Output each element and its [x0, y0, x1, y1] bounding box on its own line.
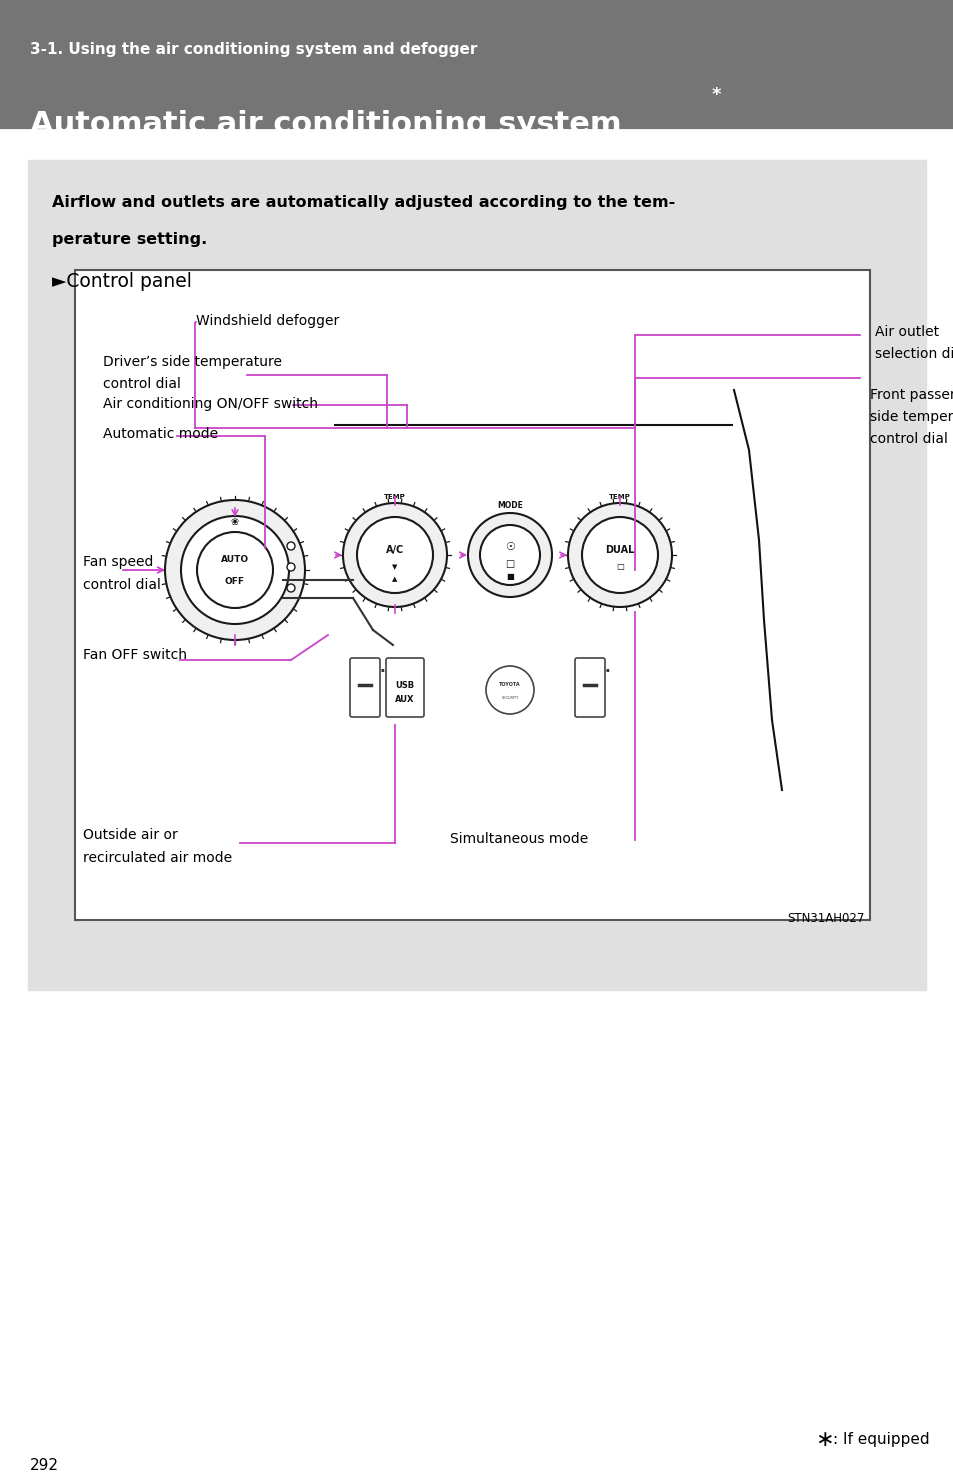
Circle shape — [287, 541, 294, 550]
Circle shape — [581, 518, 658, 593]
Text: ❀: ❀ — [231, 518, 239, 527]
Text: selection dial: selection dial — [874, 347, 953, 361]
Text: 3-1. Using the air conditioning system and defogger: 3-1. Using the air conditioning system a… — [30, 41, 476, 58]
Text: recirculated air mode: recirculated air mode — [83, 851, 232, 864]
Text: STN31AH027: STN31AH027 — [787, 912, 864, 925]
Bar — [28, 159, 925, 990]
Text: ▲: ▲ — [392, 577, 397, 583]
Text: ▪: ▪ — [380, 668, 384, 673]
Text: TEMP: TEMP — [384, 494, 405, 500]
Text: : If equipped: : If equipped — [832, 1432, 928, 1447]
Circle shape — [196, 532, 273, 608]
Circle shape — [356, 518, 433, 593]
Text: ►Control panel: ►Control panel — [52, 271, 192, 291]
Text: Automatic air conditioning system: Automatic air conditioning system — [30, 111, 621, 139]
Bar — [75, 270, 869, 920]
Circle shape — [343, 503, 447, 608]
Text: Automatic mode: Automatic mode — [103, 426, 218, 441]
Text: Windshield defogger: Windshield defogger — [195, 314, 339, 327]
FancyBboxPatch shape — [575, 658, 604, 717]
Circle shape — [485, 667, 534, 714]
Text: control dial: control dial — [103, 378, 181, 391]
Text: ☉: ☉ — [504, 541, 515, 552]
Text: □: □ — [616, 562, 623, 571]
Text: Driver’s side temperature: Driver’s side temperature — [103, 355, 282, 369]
Text: ▪: ▪ — [605, 668, 609, 673]
Text: MODE: MODE — [497, 500, 522, 509]
Text: ▼: ▼ — [392, 563, 397, 569]
Text: ∗: ∗ — [814, 1429, 832, 1450]
Text: TEMP: TEMP — [608, 494, 630, 500]
Circle shape — [468, 513, 552, 597]
Text: A/C: A/C — [385, 544, 404, 555]
Circle shape — [287, 563, 294, 571]
Text: Front passenger’s: Front passenger’s — [869, 388, 953, 403]
Text: perature setting.: perature setting. — [52, 232, 207, 246]
FancyBboxPatch shape — [350, 658, 379, 717]
Text: DUAL: DUAL — [604, 544, 634, 555]
Bar — [0, 0, 953, 130]
Text: side temperature: side temperature — [869, 410, 953, 423]
Text: AUTO: AUTO — [221, 556, 249, 565]
Text: control dial: control dial — [869, 432, 947, 445]
Text: ■: ■ — [505, 572, 514, 581]
Circle shape — [181, 516, 289, 624]
Text: control dial: control dial — [83, 578, 161, 591]
FancyBboxPatch shape — [386, 658, 423, 717]
Text: Air outlet: Air outlet — [874, 324, 938, 339]
Text: *: * — [711, 86, 720, 105]
Text: Fan speed: Fan speed — [83, 555, 153, 569]
Text: SECURITY: SECURITY — [501, 696, 518, 701]
Text: TOYOTA: TOYOTA — [498, 683, 520, 687]
Text: OFF: OFF — [225, 578, 245, 587]
Text: AUX: AUX — [395, 695, 415, 704]
Text: Airflow and outlets are automatically adjusted according to the tem-: Airflow and outlets are automatically ad… — [52, 195, 675, 209]
Circle shape — [287, 584, 294, 591]
Text: 292: 292 — [30, 1457, 59, 1474]
Circle shape — [479, 525, 539, 586]
Text: Air conditioning ON/OFF switch: Air conditioning ON/OFF switch — [103, 397, 317, 412]
Circle shape — [567, 503, 671, 608]
Circle shape — [165, 500, 305, 640]
Text: Simultaneous mode: Simultaneous mode — [450, 832, 588, 847]
Text: USB: USB — [395, 681, 415, 690]
Text: Outside air or: Outside air or — [83, 827, 177, 842]
Text: □: □ — [505, 559, 514, 569]
Text: Fan OFF switch: Fan OFF switch — [83, 648, 187, 662]
